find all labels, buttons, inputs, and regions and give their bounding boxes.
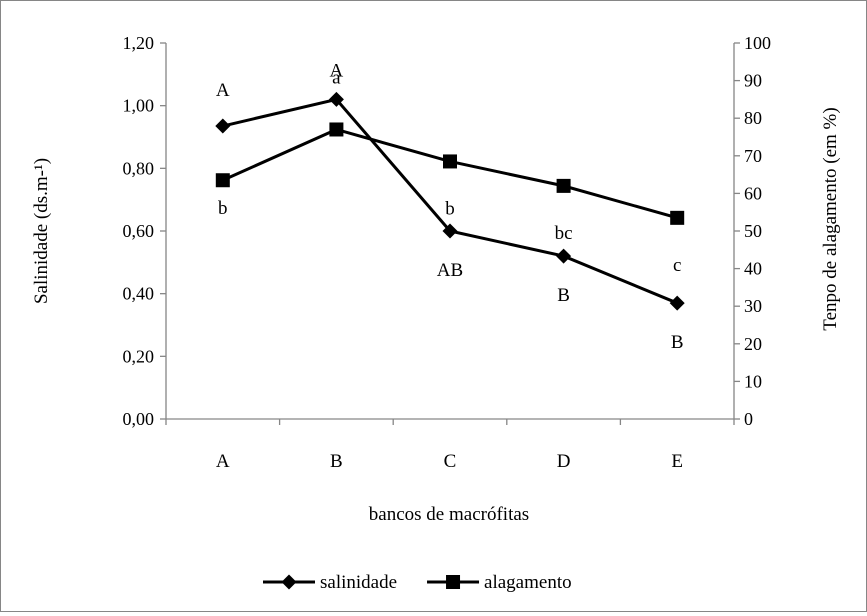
data-point-salinidade — [442, 223, 458, 239]
legend: salinidade alagamento — [263, 572, 572, 593]
annotation-salinidade: B — [557, 285, 570, 306]
y-tick-label: 0,40 — [123, 284, 155, 304]
data-point-salinidade — [556, 248, 572, 264]
y2-tick-label: 100 — [744, 33, 771, 53]
y2-tick-label: 50 — [744, 221, 762, 241]
y-tick-label: 0,00 — [123, 409, 155, 429]
annotation-salinidade: A — [330, 60, 344, 81]
x-axis-label: bancos de macrófitas — [369, 504, 529, 525]
data-point-salinidade — [328, 91, 344, 107]
data-point-alagamento — [670, 210, 685, 225]
legend-item-salinidade: salinidade — [263, 572, 397, 593]
y-tick-label: 1,00 — [123, 96, 155, 116]
data-point-alagamento — [329, 122, 344, 137]
y2-tick-label: 0 — [744, 409, 753, 429]
y2-tick-label: 20 — [744, 334, 762, 354]
y2-tick-label: 90 — [744, 71, 762, 91]
axis-labels: Salinidade (ds.m-¹) Tenpo de alagamento … — [31, 107, 841, 525]
y-axis-label: Salinidade (ds.m-¹) — [31, 158, 52, 304]
data-point-alagamento — [443, 154, 457, 169]
annotation-alagamento: bc — [555, 223, 573, 244]
data-point-alagamento — [215, 173, 230, 188]
y-tick-label: 1,20 — [123, 33, 155, 53]
annotation-alagamento: c — [673, 255, 681, 276]
y2-tick-label: 10 — [744, 371, 762, 391]
y2-tick-label: 60 — [744, 183, 762, 203]
legend-label: alagamento — [484, 572, 572, 593]
x-tick-label: B — [330, 451, 343, 472]
y2-tick-label: 30 — [744, 296, 762, 316]
series-layer: A A AB B Bb a b bc c — [215, 60, 685, 353]
y2-tick-label: 80 — [744, 108, 762, 128]
legend-label: salinidade — [320, 572, 397, 593]
annotation-alagamento: b — [445, 198, 455, 219]
legend-marker-diamond — [281, 574, 297, 590]
y-tick-label: 0,60 — [123, 221, 155, 241]
series-salinidade: A A AB B B — [215, 60, 685, 353]
annotation-salinidade: A — [216, 80, 230, 101]
data-point-salinidade — [215, 118, 231, 134]
y2-tick-label: 70 — [744, 146, 762, 166]
annotation-alagamento: b — [218, 198, 228, 219]
x-tick-label: A — [216, 451, 230, 472]
annotation-alagamento: a — [332, 67, 341, 88]
series-alagamento: b a b bc c — [215, 67, 685, 276]
legend-item-alagamento: alagamento — [427, 572, 572, 593]
x-tick-label: D — [557, 451, 571, 472]
data-point-alagamento — [556, 178, 571, 193]
legend-marker-square — [446, 575, 461, 589]
y-tick-label: 0,80 — [123, 158, 155, 178]
x-tick-label: C — [444, 451, 457, 472]
annotation-salinidade: AB — [437, 260, 463, 281]
axes: 0,00 0,20 0,40 0,60 0,80 1,00 1,20 0 10 20 30 40 50 6… — [123, 33, 772, 472]
annotation-salinidade: B — [671, 332, 684, 353]
y2-axis-label: Tenpo de alagamento (em %) — [820, 107, 841, 330]
y2-tick-label: 40 — [744, 259, 762, 279]
data-point-salinidade — [669, 295, 685, 311]
x-tick-label: E — [671, 451, 683, 472]
y-tick-label: 0,20 — [123, 346, 155, 366]
